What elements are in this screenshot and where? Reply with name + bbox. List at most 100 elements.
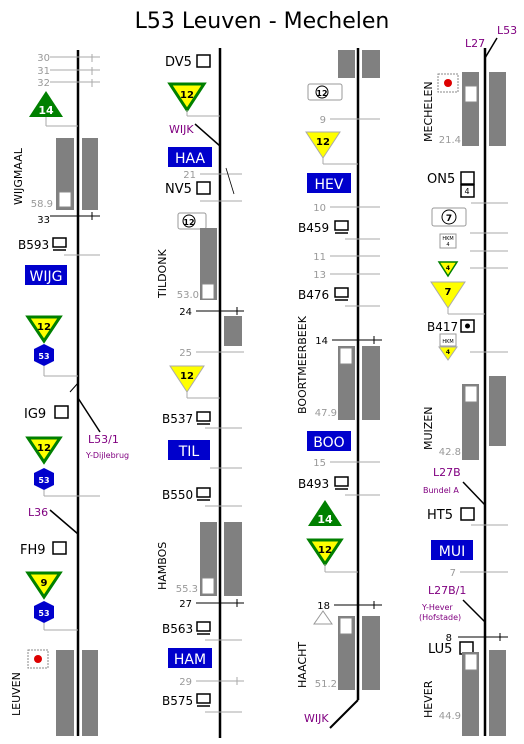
svg-text:B550: B550 xyxy=(162,488,193,502)
svg-text:HKM: HKM xyxy=(442,236,453,242)
speed-sign-yellow: 7 xyxy=(430,281,466,309)
signal-b476[interactable]: B476 xyxy=(298,287,349,302)
signal-ht5[interactable]: HT5 xyxy=(427,507,475,523)
signal-ig9[interactable]: IG9 xyxy=(24,405,69,422)
platform xyxy=(362,616,380,690)
svg-text:HT5: HT5 xyxy=(427,508,453,523)
svg-text:12: 12 xyxy=(316,89,327,98)
line-label: L53/1 xyxy=(88,433,119,446)
svg-text:LU5: LU5 xyxy=(428,642,452,657)
km-marker: 29 xyxy=(179,677,244,688)
signal-b575[interactable]: B575 xyxy=(162,693,211,708)
svg-text:25: 25 xyxy=(179,348,192,359)
svg-text:FH9: FH9 xyxy=(20,543,46,558)
station-code-hev[interactable]: HEV xyxy=(307,173,351,193)
km-marker: 9 xyxy=(320,115,380,126)
line-label: WIJK xyxy=(304,712,329,725)
svg-text:B476: B476 xyxy=(298,288,329,302)
station-code-til[interactable]: TIL xyxy=(168,440,210,460)
speed-sign-yellow-small: 4 xyxy=(437,261,459,278)
km-marker: 15 xyxy=(313,458,380,469)
speed-sign-yellow: 12 xyxy=(306,538,344,567)
svg-text:B417: B417 xyxy=(427,320,458,334)
station-code-haa[interactable]: HAA xyxy=(168,147,212,167)
svg-text:B493: B493 xyxy=(298,477,329,491)
speed-sign-yellow: 12 xyxy=(25,436,63,465)
svg-text:DV5: DV5 xyxy=(165,55,192,70)
speed-sign-yellow: 12 xyxy=(25,315,63,344)
svg-text:B575: B575 xyxy=(162,694,193,708)
speed-sign-yellow-small: 4 xyxy=(438,346,458,361)
station-code-mui[interactable]: MUI xyxy=(431,540,473,560)
svg-text:12: 12 xyxy=(318,545,332,556)
station-km: 21.4 xyxy=(439,135,461,146)
svg-text:NV5: NV5 xyxy=(165,182,192,197)
svg-text:12: 12 xyxy=(180,371,194,382)
signal-b593[interactable]: B593 xyxy=(18,237,67,252)
platform xyxy=(82,138,98,210)
km-marker: 27 xyxy=(179,599,244,610)
svg-text:B459: B459 xyxy=(298,221,329,235)
svg-text:4: 4 xyxy=(446,265,450,272)
svg-text:11: 11 xyxy=(313,252,326,263)
line-label: L36 xyxy=(28,506,48,519)
station-name: LEUVEN xyxy=(10,672,23,716)
speed-sign-yellow: 9 xyxy=(25,571,63,600)
svg-text:HAA: HAA xyxy=(175,151,205,167)
speed-sign-hex: 53 xyxy=(34,468,54,490)
platform xyxy=(82,650,98,736)
svg-text:9: 9 xyxy=(320,115,326,126)
signal-b417[interactable]: B417 xyxy=(427,319,475,334)
signal-b493[interactable]: B493 xyxy=(298,476,349,491)
svg-text:4: 4 xyxy=(464,187,469,196)
km-marker: 32 xyxy=(37,78,100,89)
svg-text:33: 33 xyxy=(37,215,50,226)
signal-on5[interactable]: ON5 4 xyxy=(427,171,475,198)
signal-nv5[interactable]: NV5 xyxy=(165,181,211,197)
svg-text:12: 12 xyxy=(37,443,51,454)
svg-text:12: 12 xyxy=(37,322,51,333)
svg-text:TIL: TIL xyxy=(178,444,200,460)
svg-text:12: 12 xyxy=(316,137,330,148)
km-marker: 30 xyxy=(37,53,100,64)
warning-triangle-icon xyxy=(313,610,333,625)
km-marker: 25 xyxy=(179,348,244,359)
station-code-boo[interactable]: BOO xyxy=(307,431,351,451)
km-marker: 18 xyxy=(317,601,382,612)
line-label: L27B xyxy=(433,466,461,479)
signal-b550[interactable]: B550 xyxy=(162,487,211,502)
speed-sign-hex: 53 xyxy=(34,344,54,366)
column-1: 30 31 32 14 WIJGMAAL 58.9 33 xyxy=(10,50,129,736)
svg-text:12: 12 xyxy=(183,218,194,227)
signal-dv5[interactable]: DV5 xyxy=(165,54,211,70)
svg-text:53: 53 xyxy=(38,476,49,485)
speed-sign-green: 14 xyxy=(29,91,78,127)
platform xyxy=(462,72,479,146)
signal-b563[interactable]: B563 xyxy=(162,621,211,636)
station-km: 44.9 xyxy=(439,711,461,722)
station-km: 55.3 xyxy=(176,584,198,595)
speed-sign-yellow: 12 xyxy=(167,82,207,113)
platform xyxy=(224,316,242,346)
station-name: MECHELEN xyxy=(422,81,435,142)
km-marker: 31 xyxy=(37,66,100,77)
km-marker: 24 xyxy=(179,307,244,318)
signal-b459[interactable]: B459 xyxy=(298,220,349,235)
svg-text:13: 13 xyxy=(313,270,326,281)
speed-sign-green: 14 xyxy=(308,500,342,526)
station-km: 58.9 xyxy=(31,199,53,210)
svg-text:21: 21 xyxy=(183,170,196,181)
signal-b537[interactable]: B537 xyxy=(162,411,211,426)
station-code-ham[interactable]: HAM xyxy=(168,648,212,668)
svg-text:32: 32 xyxy=(37,78,50,89)
svg-text:7: 7 xyxy=(446,214,452,224)
station-code-wijg[interactable]: WIJG xyxy=(25,265,67,285)
speed-sign-yellow: 12 xyxy=(305,131,341,159)
svg-text:ON5: ON5 xyxy=(427,172,455,187)
platform xyxy=(338,50,355,78)
platform xyxy=(489,376,506,446)
line-label: Y-Dijlebrug xyxy=(85,451,129,460)
signal-fh9[interactable]: FH9 xyxy=(20,541,67,558)
svg-text:WIJG: WIJG xyxy=(30,269,63,285)
